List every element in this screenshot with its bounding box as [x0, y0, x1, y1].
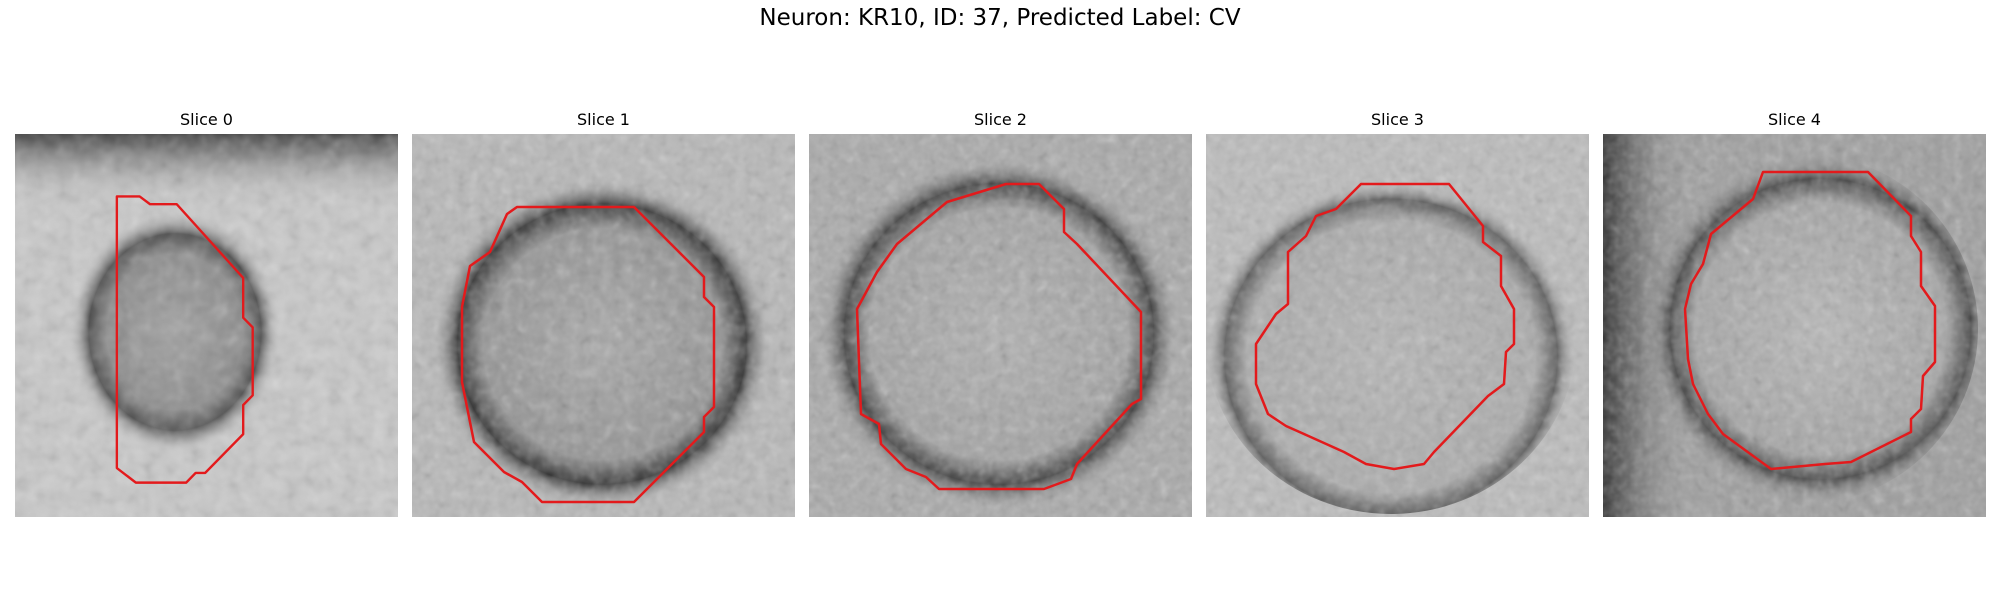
slice-4-image	[1603, 134, 1986, 517]
slice-4-title: Slice 4	[1768, 110, 1821, 129]
slice-1-title: Slice 1	[577, 110, 630, 129]
slice-3-image	[1206, 134, 1589, 517]
slice-0-title: Slice 0	[180, 110, 233, 129]
slice-0-image	[15, 134, 398, 517]
slice-2-image	[809, 134, 1192, 517]
figure-title: Neuron: KR10, ID: 37, Predicted Label: C…	[759, 5, 1241, 31]
slice-2-title: Slice 2	[974, 110, 1027, 129]
slice-1-image	[412, 134, 795, 517]
slice-3-title: Slice 3	[1371, 110, 1424, 129]
